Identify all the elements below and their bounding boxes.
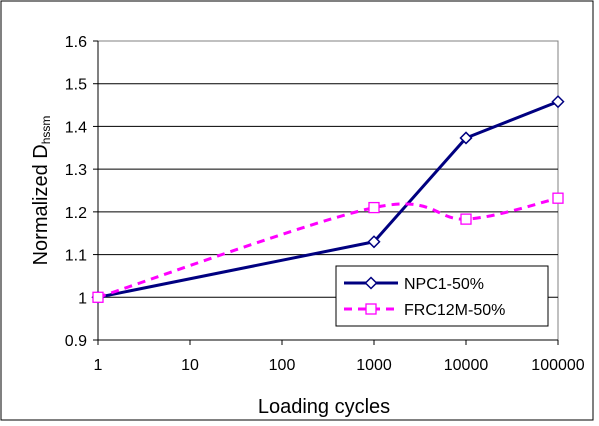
y-tick-label: 1.2 — [65, 205, 87, 222]
series-2-marker — [460, 213, 472, 225]
legend-marker — [364, 276, 378, 290]
series-2-marker — [368, 201, 380, 214]
x-tick-label: 1000 — [356, 357, 392, 374]
legend-marker — [365, 303, 377, 315]
series-2-marker — [92, 291, 104, 303]
legend-label: NPC1-50% — [404, 276, 484, 293]
y-tick-label: 1 — [78, 290, 87, 307]
series-1-marker — [367, 235, 381, 249]
series-layer — [91, 95, 565, 304]
grid-layer — [98, 83, 558, 298]
legend-box — [335, 265, 549, 327]
x-axis-title: Loading cycles — [258, 396, 390, 418]
series-1-line — [97, 100, 559, 299]
y-tick-label: 1.6 — [65, 34, 87, 51]
x-tick-label: 100 — [269, 357, 296, 374]
x-tick-label: 100000 — [531, 357, 584, 374]
legend-item: NPC1-50% — [344, 276, 484, 293]
series-2 — [92, 192, 564, 303]
legend-item: FRC12M-50% — [344, 302, 505, 319]
legend: NPC1-50% FRC12M-50% — [335, 265, 549, 327]
y-axis-title-sub: hssm — [39, 116, 53, 145]
legend-label: FRC12M-50% — [404, 302, 505, 319]
series-1-marker — [459, 131, 473, 145]
x-tick-label: 10000 — [444, 357, 489, 374]
y-tick-label: 1.3 — [65, 162, 87, 179]
y-tick-label: 1.4 — [65, 119, 87, 136]
series-2-line — [97, 196, 559, 299]
y-tick-label: 1.1 — [65, 248, 87, 265]
axis-layer: 0.9 1 1.1 1.2 1.3 1.4 1.5 1.6 1 10 100 1000 10000 100… — [65, 34, 585, 374]
x-tick-label: 10 — [181, 357, 199, 374]
x-tick-label: 1 — [94, 357, 103, 374]
y-tick-label: 1.5 — [65, 77, 87, 94]
series-2-marker — [552, 192, 564, 204]
y-axis-title-main: Normalized D — [30, 144, 52, 265]
y-tick-label: 0.9 — [65, 333, 87, 350]
y-axis-title: Normalized Dhssm — [30, 116, 53, 266]
series-1-marker — [551, 95, 565, 109]
